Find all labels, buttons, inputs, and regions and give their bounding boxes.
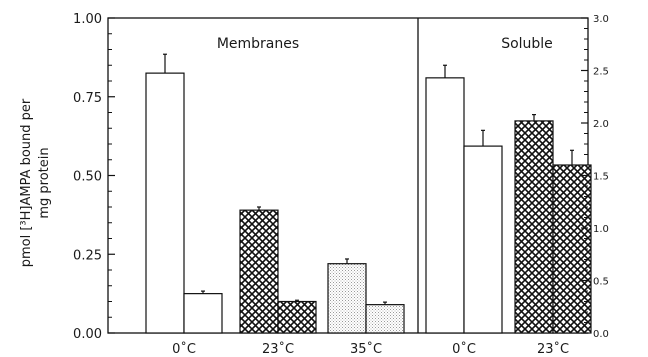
left-tick-label: 0.75	[73, 91, 102, 106]
right-tick-label: 1.0	[593, 224, 609, 235]
bar	[365, 304, 405, 334]
bar	[514, 120, 554, 334]
right-tick-label: 2.0	[593, 119, 609, 130]
left-axis: 0.00 0.25 0.50 0.75 1.00	[73, 12, 115, 342]
right-tick-label: 3.0	[593, 14, 609, 25]
category-label: 23˚C	[537, 341, 569, 357]
left-tick-label: 0.25	[73, 248, 102, 263]
right-tick-label: 0.5	[593, 277, 609, 288]
right-axis: 0.0 0.5 1.0 1.5 2.0 2.5 3.0	[581, 14, 609, 340]
panel-title: Soluble	[501, 36, 553, 52]
category-labels: Membranes 0˚C 23˚C 35˚C Soluble 0˚C 23˚C	[172, 36, 569, 357]
y-axis-label: pmol [³H]AMPA bound per mg protein	[19, 98, 52, 267]
bar	[425, 77, 465, 334]
category-label: 23˚C	[262, 341, 294, 357]
bar	[239, 209, 279, 334]
y-axis-label-line-1: pmol [³H]AMPA bound per	[19, 98, 34, 267]
y-axis-label-line-2: mg protein	[37, 147, 52, 218]
right-tick-label: 0.0	[593, 329, 609, 340]
bar	[327, 263, 367, 334]
bar	[183, 293, 223, 334]
category-label: 0˚C	[172, 341, 196, 357]
bar	[463, 145, 503, 334]
bar	[277, 300, 317, 334]
bar	[145, 72, 185, 334]
category-label: 0˚C	[452, 341, 476, 357]
category-label: 35˚C	[350, 341, 382, 357]
left-tick-label: 0.50	[73, 170, 102, 185]
left-tick-label: 1.00	[73, 12, 102, 27]
right-tick-label: 1.5	[593, 172, 609, 183]
bar-layer	[145, 53, 592, 334]
panel-title: Membranes	[217, 36, 299, 52]
left-tick-label: 0.00	[73, 327, 102, 342]
right-tick-label: 2.5	[593, 67, 609, 78]
